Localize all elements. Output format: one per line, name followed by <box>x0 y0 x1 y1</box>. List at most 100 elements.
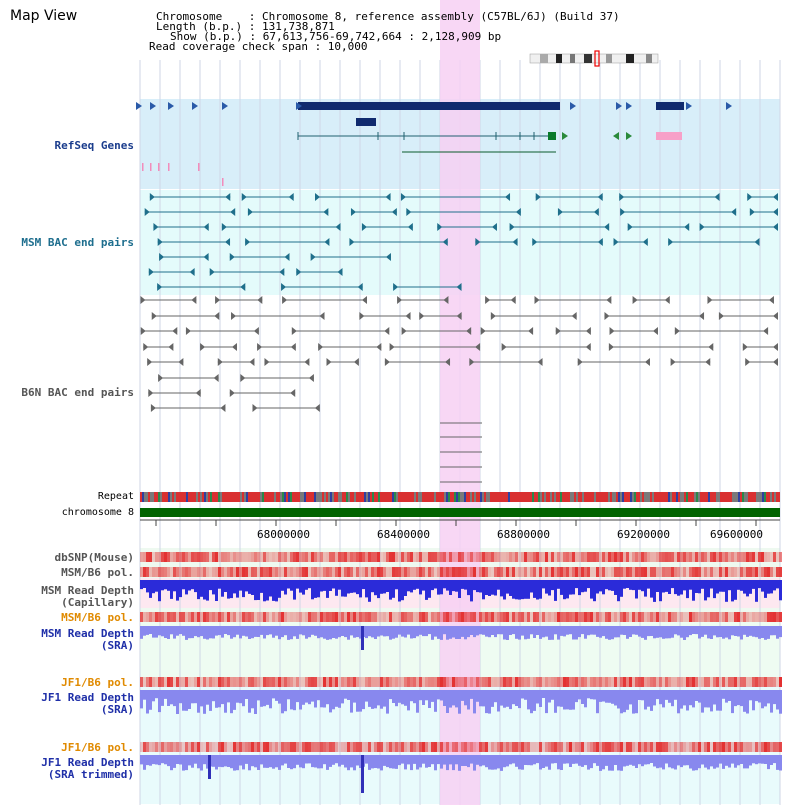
bac-end <box>670 358 676 366</box>
read-depth-bar <box>434 626 437 637</box>
polymorphism-cell <box>377 742 380 752</box>
polymorphism-cell <box>578 677 581 687</box>
polymorphism-cell <box>620 742 623 752</box>
read-depth-bar <box>338 690 341 708</box>
polymorphism-cell <box>455 552 458 562</box>
polymorphism-cell <box>164 677 167 687</box>
read-depth-bar <box>539 690 542 707</box>
polymorphism-cell <box>674 552 677 562</box>
polymorphism-cell <box>317 677 320 687</box>
repeat-bar <box>140 492 142 502</box>
read-depth-bar <box>458 755 461 771</box>
read-depth-bar <box>509 690 512 710</box>
polymorphism-cell <box>224 677 227 687</box>
repeat-bar <box>352 492 354 502</box>
polymorphism-cell <box>452 552 455 562</box>
read-depth-bar <box>320 626 323 638</box>
track-label-b6n-bac[interactable]: B6N BAC end pairs <box>21 386 134 399</box>
polymorphism-cell <box>566 612 569 622</box>
read-depth-bar <box>224 580 227 592</box>
repeat-bar <box>264 492 266 502</box>
polymorphism-cell <box>194 552 197 562</box>
polymorphism-cell <box>611 742 614 752</box>
repeat-bar <box>432 492 434 502</box>
bac-end <box>361 223 367 231</box>
read-depth-bar <box>341 755 344 765</box>
polymorphism-cell <box>617 567 620 577</box>
track-label-refseq[interactable]: RefSeq Genes <box>54 139 134 152</box>
polymorphism-cell <box>173 612 176 622</box>
read-depth-bar <box>323 755 326 765</box>
polymorphism-cell <box>224 567 227 577</box>
repeat-bar <box>464 492 466 502</box>
polymorphism-cell <box>773 567 776 577</box>
repeat-bar <box>436 492 438 502</box>
read-depth-bar <box>773 690 776 705</box>
read-depth-bar <box>659 690 662 705</box>
polymorphism-cell <box>734 677 737 687</box>
read-depth-bar <box>731 626 734 636</box>
polymorphism-cell <box>362 612 365 622</box>
polymorphism-cell <box>167 677 170 687</box>
polymorphism-cell <box>269 742 272 752</box>
polymorphism-cell <box>269 552 272 562</box>
polymorphism-cell <box>380 677 383 687</box>
read-depth-bar <box>749 580 752 594</box>
polymorphism-cell <box>761 612 764 622</box>
repeat-bar <box>194 492 196 502</box>
read-depth-bar <box>158 690 161 713</box>
read-depth-bar <box>425 690 428 701</box>
polymorphism-cell <box>203 567 206 577</box>
polymorphism-cell <box>752 677 755 687</box>
bac-end <box>773 358 778 366</box>
read-depth-bar <box>527 755 530 766</box>
repeat-bar <box>658 492 660 502</box>
polymorphism-cell <box>191 552 194 562</box>
polymorphism-cell <box>764 742 767 752</box>
polymorphism-cell <box>770 677 773 687</box>
bac-end <box>480 327 486 335</box>
read-depth-bar <box>443 626 446 635</box>
polymorphism-cell <box>734 567 737 577</box>
repeat-bar <box>188 492 190 502</box>
bac-end <box>407 223 413 231</box>
polymorphism-cell <box>416 552 419 562</box>
read-depth-bar <box>470 580 473 602</box>
repeat-bar <box>426 492 428 502</box>
polymorphism-cell <box>425 612 428 622</box>
polymorphism-cell <box>572 567 575 577</box>
read-depth-bar <box>254 755 257 768</box>
polymorphism-cell <box>695 552 698 562</box>
read-depth-bar <box>566 580 569 599</box>
polymorphism-cell <box>626 612 629 622</box>
polymorphism-cell <box>749 612 752 622</box>
repeat-bar <box>766 492 768 502</box>
read-depth-bar <box>737 755 740 766</box>
read-depth-bar <box>146 626 149 635</box>
bac-end <box>314 404 320 412</box>
repeat-bar <box>216 492 218 502</box>
track-label-msm-bac[interactable]: MSM BAC end pairs <box>21 236 134 249</box>
polymorphism-cell <box>434 677 437 687</box>
polymorphism-cell <box>389 612 392 622</box>
polymorphism-cell <box>533 567 536 577</box>
repeat-bar <box>550 492 552 502</box>
read-depth-bar <box>686 626 689 638</box>
bac-end <box>220 404 226 412</box>
read-depth-bar <box>584 755 587 766</box>
repeat-bar <box>394 492 396 502</box>
polymorphism-cell <box>281 567 284 577</box>
read-depth-bar <box>656 626 659 638</box>
refseq-exon <box>548 132 556 140</box>
polymorphism-cell <box>755 567 758 577</box>
polymorphism-cell <box>143 612 146 622</box>
repeat-bar <box>478 492 480 502</box>
read-depth-bar <box>167 580 170 591</box>
repeat-bar <box>616 492 618 502</box>
polymorphism-cell <box>236 677 239 687</box>
read-depth-bar <box>179 626 182 635</box>
polymorphism-cell <box>377 677 380 687</box>
bac-end <box>406 208 412 216</box>
read-depth-bar <box>167 690 170 706</box>
